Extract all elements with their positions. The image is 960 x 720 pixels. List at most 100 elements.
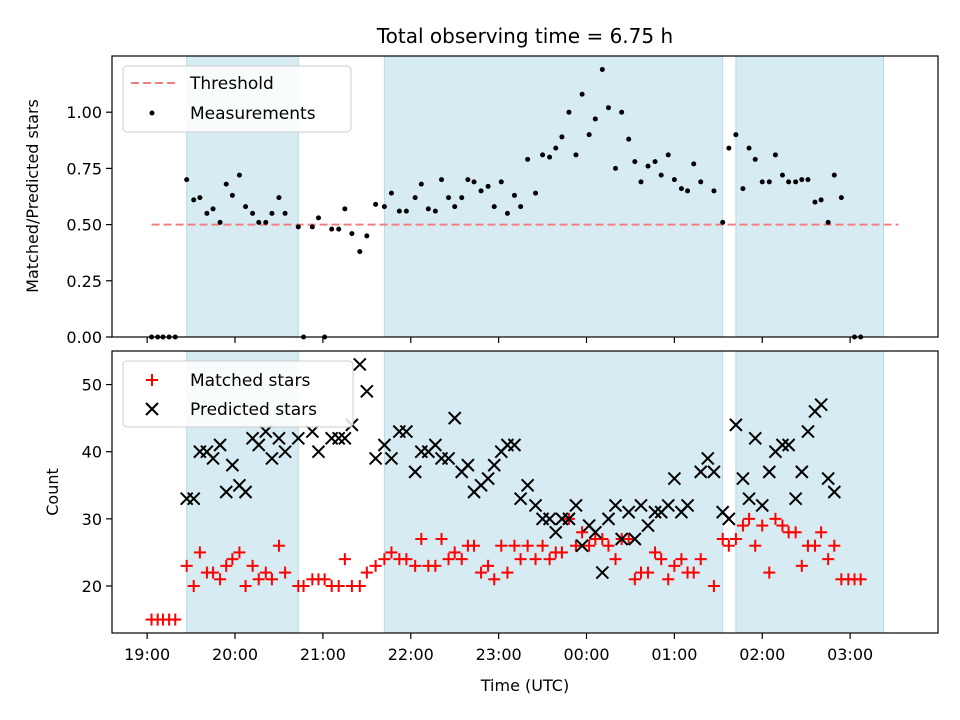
matched-star-point	[259, 566, 272, 579]
matched-star-point	[822, 553, 835, 566]
predicted-star-point	[694, 465, 708, 479]
matched-star-point	[736, 519, 749, 532]
matched-star-point	[332, 580, 345, 592]
matched-star-point	[378, 553, 391, 566]
measurement-point	[605, 105, 611, 111]
measurement-point	[559, 134, 565, 140]
measurement-point	[793, 179, 799, 185]
matched-star-point	[808, 539, 821, 552]
measurement-point	[805, 177, 811, 183]
measurement-point	[276, 195, 282, 201]
matched-star-point	[207, 566, 220, 579]
matched-star-point	[776, 519, 789, 532]
matched-star-point	[655, 553, 668, 566]
predicted-star-point	[272, 431, 286, 445]
matched-star-point	[239, 580, 252, 592]
measurement-point	[452, 204, 458, 210]
measurement-point	[726, 145, 732, 151]
measurement-point	[638, 179, 644, 185]
matched-star-point	[555, 546, 568, 559]
predicted-star-point	[311, 445, 326, 459]
predicted-star-point	[661, 498, 675, 513]
predicted-star-point	[238, 485, 253, 499]
matched-star-point	[576, 526, 589, 539]
top-legend-box	[122, 65, 352, 133]
measurement-point	[357, 249, 363, 255]
predicted-star-point	[408, 465, 422, 479]
matched-star-point	[297, 580, 310, 592]
x-tick-label: 00:00	[563, 645, 609, 664]
predicted-star-point	[278, 445, 292, 459]
measurement-point	[491, 204, 497, 210]
predicted-star-point	[252, 438, 266, 452]
measurement-point	[553, 145, 559, 151]
y-tick-label: 0.00	[66, 328, 102, 347]
measurement-point	[184, 177, 190, 183]
matched-star-point	[707, 580, 720, 592]
matched-star-point	[749, 539, 762, 552]
measurement-point	[818, 197, 824, 203]
predicted-star-point	[507, 438, 522, 452]
measurement-point	[210, 206, 216, 212]
predicted-star-point	[722, 512, 736, 526]
matched-star-point	[675, 553, 688, 566]
matched-star-point	[495, 539, 508, 552]
bottom-ylabel: Count	[43, 468, 62, 516]
matched-star-point	[409, 559, 422, 572]
matched-star-point	[536, 539, 549, 552]
bottom-panel: 20 30 40 50 19:00 20:00 21:00 22:00 23:00 00:00 0…	[43, 350, 939, 695]
matched-star-point	[488, 573, 501, 586]
measurement-point	[698, 179, 704, 185]
matched-star-point	[628, 573, 641, 586]
measurement-point	[632, 159, 638, 165]
matched-star-point	[360, 566, 373, 579]
matched-star-point	[214, 573, 227, 586]
top-ylabel: Matched/Predicted stars	[23, 99, 42, 293]
predicted-star-point	[814, 398, 828, 412]
predicted-star-point	[542, 512, 557, 526]
predicted-star-point	[528, 498, 543, 513]
measurement-point	[518, 204, 524, 210]
measurement-point	[645, 163, 651, 169]
matched-star-point	[448, 546, 461, 559]
matched-star-point	[815, 526, 828, 539]
matched-star-point	[722, 539, 735, 552]
predicted-star-point	[513, 492, 528, 506]
observing-span	[383, 55, 724, 338]
measurement-point	[652, 159, 658, 165]
measurement-point	[316, 215, 321, 221]
predicted-star-point	[225, 458, 240, 472]
measurement-point	[831, 172, 837, 178]
y-tick-label: 0.75	[66, 159, 102, 178]
predicted-star-point	[755, 498, 769, 513]
y-tick-label: 20	[82, 577, 102, 596]
bottom-xlabel: Time (UTC)	[480, 676, 569, 695]
bottom-legend: Matched stars Predicted stars	[122, 360, 354, 428]
predicted-star-point	[795, 465, 809, 479]
predicted-star-point	[614, 532, 629, 546]
measurement-point	[412, 195, 418, 201]
predicted-star-point	[562, 512, 576, 526]
matched-star-point	[543, 553, 556, 566]
matched-star-point	[769, 512, 782, 525]
legend-threshold-label: Threshold	[189, 74, 274, 94]
predicted-star-point	[441, 451, 456, 466]
measurement-point	[418, 181, 424, 187]
matched-star-point	[442, 553, 455, 566]
measurement-point	[533, 190, 539, 196]
measurement-point	[243, 204, 249, 210]
measurement-point	[772, 152, 778, 158]
measurement-point	[678, 186, 684, 192]
predicted-star-point	[634, 498, 648, 513]
predicted-star-point	[219, 485, 233, 499]
matched-star-point	[729, 533, 742, 545]
measurement-point	[256, 219, 262, 225]
measurement-point	[586, 132, 592, 138]
measurement-point	[336, 226, 342, 232]
predicted-star-point	[667, 471, 682, 486]
measurement-point	[229, 192, 235, 198]
measurement-point	[329, 226, 335, 232]
matched-star-point	[435, 533, 448, 545]
predicted-star-point	[748, 431, 762, 445]
predicted-star-point	[332, 431, 346, 445]
